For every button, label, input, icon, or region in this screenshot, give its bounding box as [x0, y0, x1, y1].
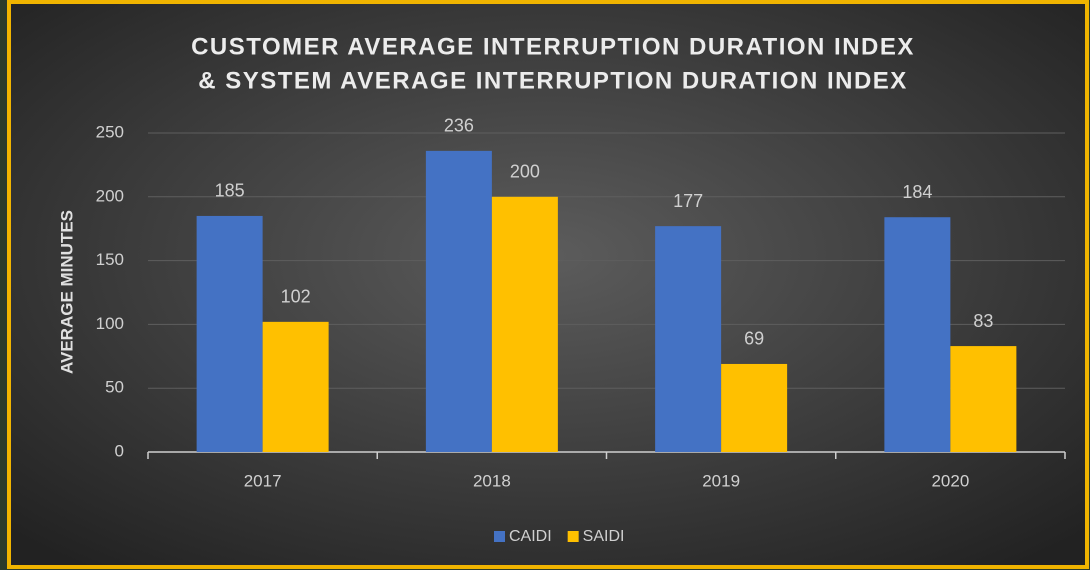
x-tick-label: 2017 — [244, 471, 282, 490]
legend-label: CAIDI — [509, 528, 552, 545]
bar — [655, 226, 722, 452]
data-label: 69 — [744, 329, 764, 349]
bar — [196, 215, 263, 452]
bar — [262, 321, 329, 452]
data-label: 236 — [444, 116, 474, 136]
x-tick-label: 2020 — [931, 471, 969, 490]
data-label: 102 — [281, 287, 311, 307]
y-tick-label: 0 — [115, 441, 124, 460]
chart-title: CUSTOMER AVERAGE INTERRUPTION DURATION I… — [191, 33, 915, 60]
y-tick-label: 50 — [105, 378, 124, 397]
data-label: 185 — [215, 181, 245, 201]
data-label: 200 — [510, 162, 540, 182]
bar — [950, 346, 1017, 452]
data-label: 184 — [902, 182, 932, 202]
x-tick-label: 2019 — [702, 471, 740, 490]
chart-title: & SYSTEM AVERAGE INTERRUPTION DURATION I… — [198, 67, 908, 94]
y-tick-label: 150 — [96, 250, 124, 269]
bar — [884, 217, 951, 452]
data-label: 83 — [973, 311, 993, 331]
legend-swatch — [567, 531, 579, 542]
data-label: 177 — [673, 191, 703, 211]
y-tick-label: 200 — [96, 186, 124, 205]
legend-swatch — [494, 531, 505, 542]
y-axis-label: AVERAGE MINUTES — [57, 210, 76, 374]
x-tick-label: 2018 — [473, 471, 511, 490]
bar — [491, 196, 558, 452]
bar — [721, 363, 788, 452]
bar — [425, 150, 492, 452]
legend-label: SAIDI — [583, 528, 625, 545]
y-tick-label: 100 — [96, 314, 124, 333]
y-tick-label: 250 — [96, 122, 124, 141]
